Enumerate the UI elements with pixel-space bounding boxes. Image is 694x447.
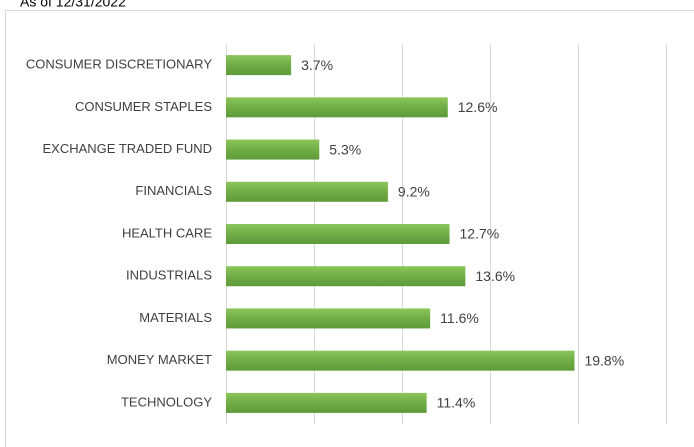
- bar: [226, 308, 431, 329]
- y-tick-label: TECHNOLOGY: [121, 394, 212, 409]
- y-tick-label: MATERIALS: [139, 310, 212, 325]
- value-label: 12.7%: [460, 226, 500, 242]
- value-label: 13.6%: [475, 268, 515, 284]
- y-tick-label: CONSUMER DISCRETIONARY: [26, 57, 212, 72]
- bar: [226, 350, 575, 371]
- bar: [226, 266, 466, 287]
- value-label: 3.7%: [301, 57, 333, 73]
- bar: [226, 224, 450, 244]
- bar: [226, 55, 292, 76]
- value-label: 12.6%: [458, 99, 498, 115]
- value-label: 19.8%: [584, 352, 624, 368]
- y-tick-label: INDUSTRIALS: [126, 268, 212, 283]
- value-label: 5.3%: [329, 141, 361, 157]
- value-label: 11.4%: [437, 395, 476, 411]
- bar: [226, 392, 427, 413]
- chart-subtitle: As of 12/31/2022: [20, 0, 126, 10]
- bar: [226, 97, 448, 118]
- y-tick-label: MONEY MARKET: [107, 352, 212, 367]
- y-tick-label: FINANCIALS: [135, 183, 212, 198]
- y-tick-label: CONSUMER STAPLES: [75, 99, 212, 114]
- bar: [226, 139, 320, 160]
- value-label: 9.2%: [398, 183, 430, 199]
- value-label: 11.6%: [440, 310, 479, 326]
- y-tick-label: HEALTH CARE: [122, 225, 212, 240]
- y-tick-label: EXCHANGE TRADED FUND: [42, 141, 212, 156]
- bar: [226, 181, 388, 202]
